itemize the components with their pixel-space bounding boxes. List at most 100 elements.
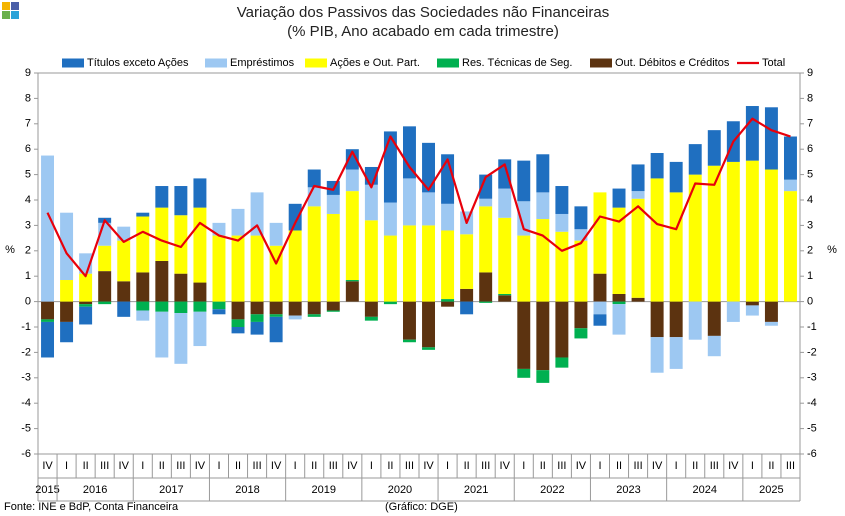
- y2-tick-label: 7: [807, 118, 813, 130]
- bar: [402, 178, 416, 226]
- bar: [136, 216, 150, 273]
- x-tick-label: IV: [347, 460, 358, 472]
- y-tick-label: 0: [25, 296, 31, 308]
- y-tick-label: 5: [25, 169, 31, 181]
- x-tick-label: III: [786, 460, 795, 472]
- bar: [174, 215, 188, 274]
- year-label: 2021: [464, 484, 488, 496]
- bar: [402, 339, 416, 343]
- bar: [41, 321, 55, 358]
- bar: [383, 202, 397, 236]
- bar: [231, 327, 245, 334]
- bar: [517, 368, 531, 378]
- y-tick-label: 7: [25, 118, 31, 130]
- bar: [669, 301, 683, 338]
- bar: [783, 179, 797, 192]
- bar: [498, 293, 512, 296]
- bar: [726, 301, 740, 322]
- bar: [250, 321, 264, 335]
- bar: [79, 273, 93, 302]
- x-tick-label: I: [446, 460, 449, 472]
- bar: [460, 234, 474, 289]
- x-tick-label: I: [294, 460, 297, 472]
- bar: [593, 192, 607, 274]
- legend-label: Títulos exceto Ações: [87, 57, 189, 69]
- bar: [60, 321, 74, 343]
- bar: [650, 301, 664, 338]
- x-tick-label: IV: [576, 460, 587, 472]
- bar: [345, 191, 359, 281]
- legend-swatch: [590, 58, 612, 68]
- bar: [402, 126, 416, 179]
- bar: [612, 304, 626, 335]
- bar: [117, 281, 131, 302]
- bar: [688, 301, 702, 340]
- x-tick-label: IV: [195, 460, 206, 472]
- bar: [479, 198, 493, 207]
- x-tick-label: IV: [423, 460, 434, 472]
- y2-tick-label: 8: [807, 92, 813, 104]
- y2-tick-label: 0: [807, 296, 813, 308]
- year-label: 2016: [83, 484, 107, 496]
- bar: [155, 301, 169, 312]
- year-label: 2020: [388, 484, 412, 496]
- bar: [631, 164, 645, 192]
- bar: [764, 107, 778, 170]
- bar: [79, 306, 93, 325]
- x-tick-label: I: [141, 460, 144, 472]
- y2-tick-label: -2: [807, 346, 817, 358]
- bar: [555, 231, 569, 302]
- bar: [326, 213, 340, 302]
- year-label: 2017: [159, 484, 183, 496]
- bar: [136, 212, 150, 217]
- bar: [231, 208, 245, 236]
- y-tick-label: 4: [25, 194, 31, 206]
- bar: [764, 169, 778, 302]
- bar: [650, 153, 664, 179]
- bar: [517, 160, 531, 202]
- bar: [307, 314, 321, 317]
- bar: [402, 225, 416, 302]
- y-tick-label: 8: [25, 92, 31, 104]
- bar: [688, 174, 702, 302]
- bar: [288, 203, 302, 231]
- bar: [174, 273, 188, 302]
- bar: [593, 273, 607, 302]
- bar: [631, 191, 645, 199]
- bar: [155, 311, 169, 358]
- year-label: 2018: [235, 484, 259, 496]
- bar: [783, 191, 797, 302]
- logo-square: [2, 2, 10, 10]
- y2-tick-label: -4: [807, 397, 817, 409]
- y-tick-label: -1: [21, 321, 31, 333]
- bar: [536, 192, 550, 220]
- bar: [593, 301, 607, 315]
- y-tick-label: -3: [21, 372, 31, 384]
- y-tick-label: -5: [21, 423, 31, 435]
- bar: [174, 186, 188, 216]
- x-tick-label: IV: [42, 460, 53, 472]
- bar: [650, 337, 664, 373]
- bar: [364, 301, 378, 317]
- bar: [60, 301, 74, 322]
- bar: [383, 301, 397, 305]
- bar: [269, 314, 283, 317]
- x-tick-label: II: [464, 460, 470, 472]
- note: (Gráfico: DGE): [385, 501, 458, 513]
- x-tick-label: I: [370, 460, 373, 472]
- bar: [707, 130, 721, 166]
- x-tick-label: IV: [271, 460, 282, 472]
- bar: [269, 301, 283, 315]
- bar: [745, 160, 759, 302]
- year-label: 2024: [693, 484, 717, 496]
- bar: [612, 293, 626, 302]
- y-tick-label: 6: [25, 143, 31, 155]
- legend-label: Out. Débitos e Créditos: [615, 57, 730, 69]
- bar: [136, 301, 150, 311]
- y2-tick-label: -5: [807, 423, 817, 435]
- x-tick-label: III: [252, 460, 261, 472]
- bar: [479, 272, 493, 302]
- bar: [345, 149, 359, 170]
- x-tick-label: I: [675, 460, 678, 472]
- y-tick-label: -4: [21, 397, 31, 409]
